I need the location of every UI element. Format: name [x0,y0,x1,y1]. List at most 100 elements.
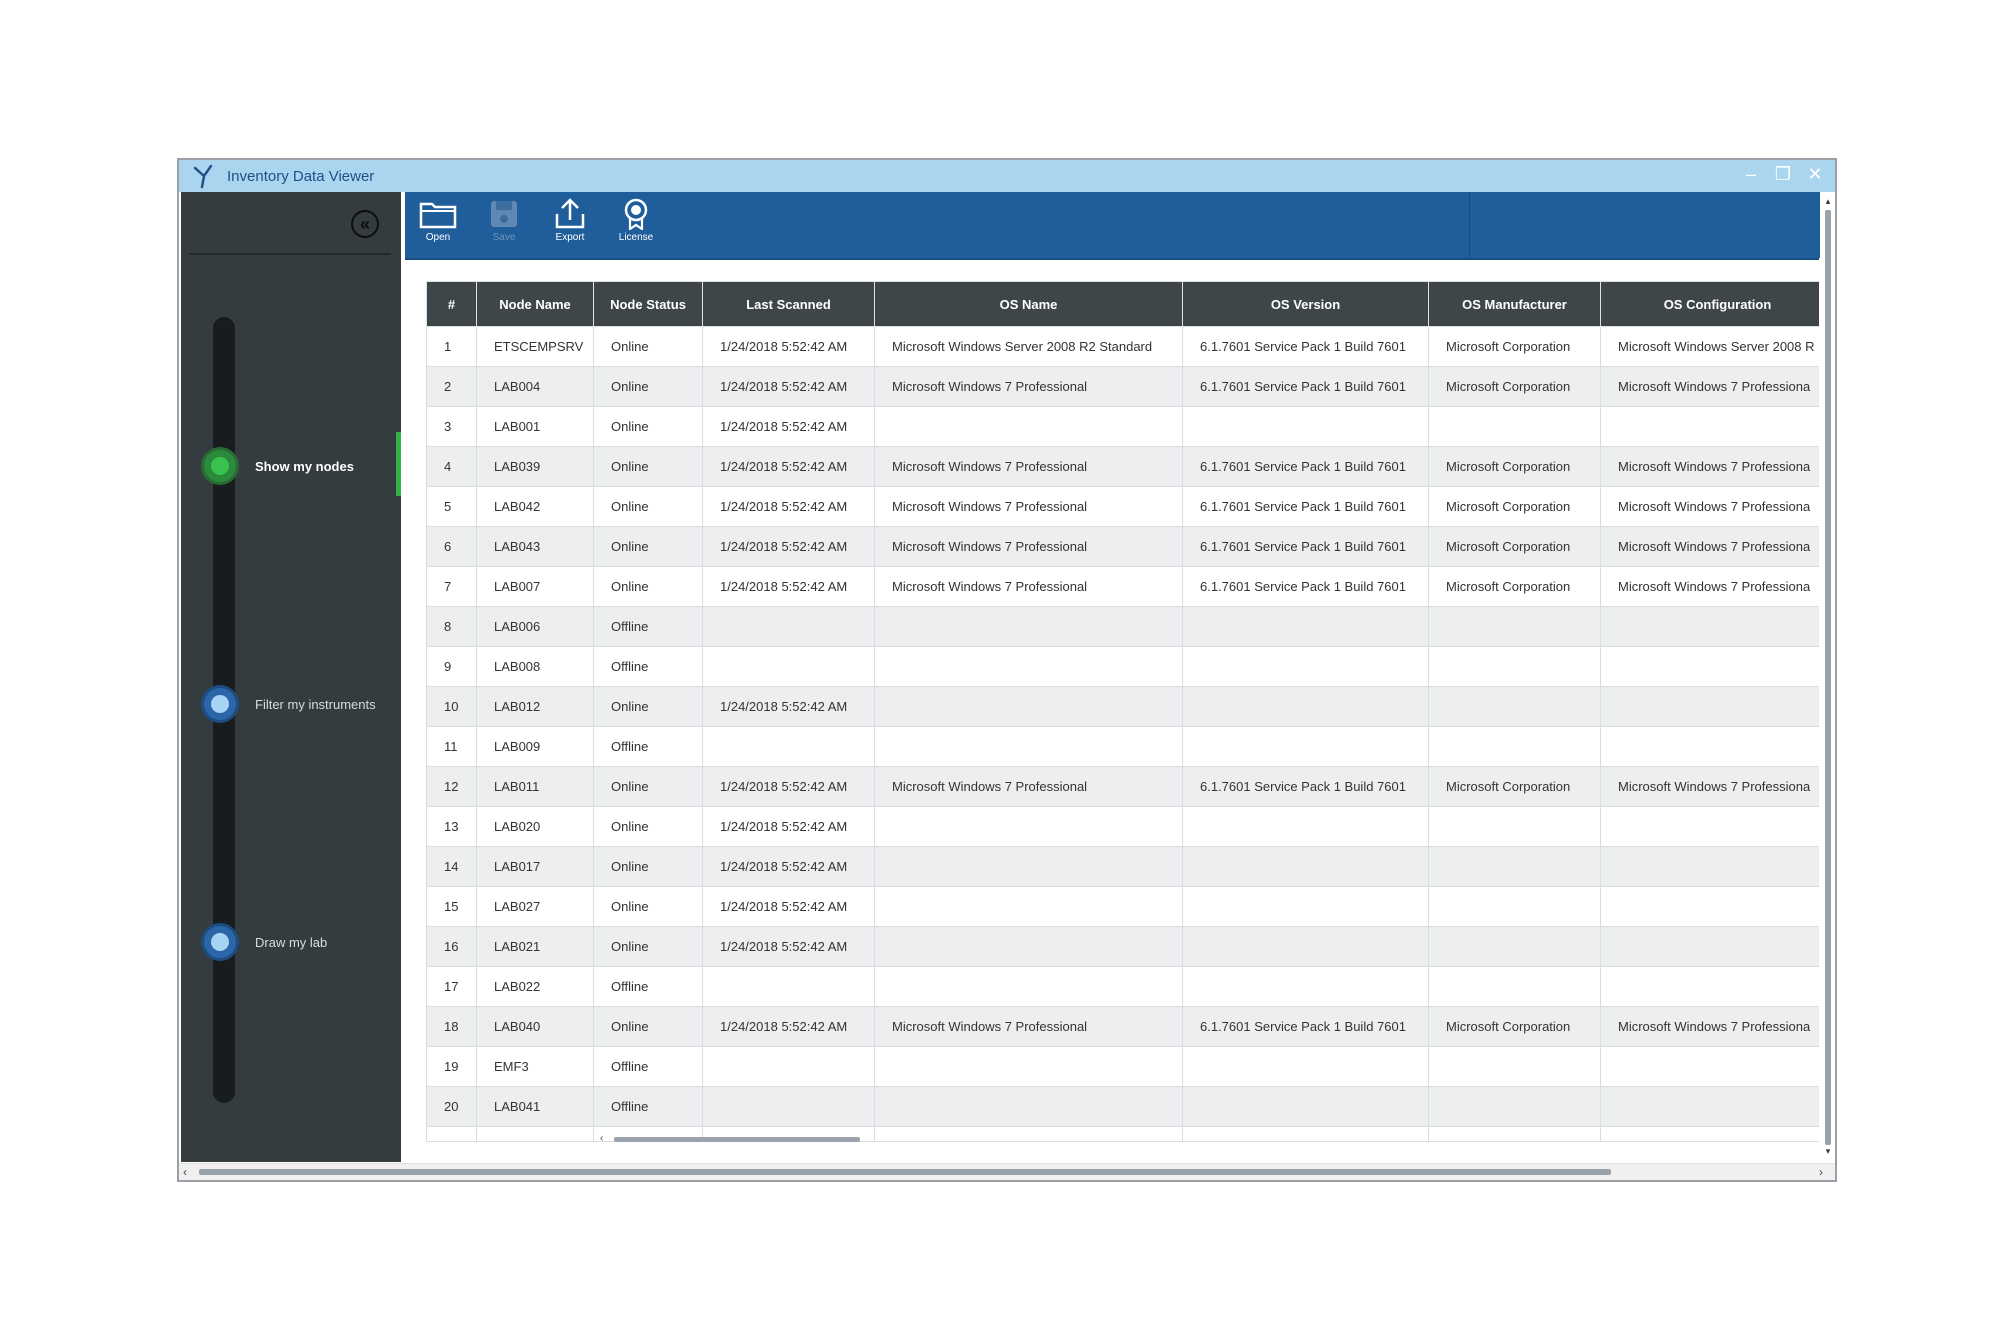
cell-last-scanned [702,606,875,647]
cell-os-version [1182,1046,1429,1087]
cell-os-version: 6.1.7601 Service Pack 1 Build 7601 [1182,326,1429,367]
table-row[interactable]: 10 LAB012 Online 1/24/2018 5:52:42 AM [426,686,1819,727]
cell-node-status: Online [593,486,703,527]
window-horizontal-scroll-thumb[interactable] [199,1169,1611,1175]
title-bar[interactable]: Inventory Data Viewer – ❐ ✕ [179,160,1835,192]
cell-number: 3 [426,406,477,447]
step-filter-my-instruments[interactable]: Filter my instruments [201,682,391,726]
table-row[interactable]: 4 LAB039 Online 1/24/2018 5:52:42 AM Microso… [426,446,1819,487]
cell-node-name: LAB008 [476,646,594,687]
partial-cell [874,1126,1183,1142]
cell-os-manufacturer: Microsoft Corporation [1428,486,1601,527]
window-horizontal-scrollbar[interactable]: ‹ › [179,1163,1835,1180]
table-row[interactable]: 13 LAB020 Online 1/24/2018 5:52:42 AM [426,806,1819,847]
cell-os-manufacturer [1428,966,1601,1007]
cell-os-version [1182,926,1429,967]
table-row[interactable]: 12 LAB011 Online 1/24/2018 5:52:42 AM Micros… [426,766,1819,807]
cell-number: 19 [426,1046,477,1087]
table-row[interactable]: 17 LAB022 Offline [426,966,1819,1007]
column-header-os-name[interactable]: OS Name [874,281,1183,327]
table-row[interactable]: 16 LAB021 Online 1/24/2018 5:52:42 AM [426,926,1819,967]
cell-last-scanned [702,1046,875,1087]
collapse-sidebar-button[interactable]: « [351,210,379,238]
table-row[interactable]: 11 LAB009 Offline [426,726,1819,767]
cell-node-name: LAB043 [476,526,594,567]
cell-number: 14 [426,846,477,887]
table-row[interactable]: 19 EMF3 Offline [426,1046,1819,1087]
cell-os-manufacturer: Microsoft Corporation [1428,446,1601,487]
table-row[interactable]: 6 LAB043 Online 1/24/2018 5:52:42 AM Microso… [426,526,1819,567]
cell-last-scanned [702,726,875,767]
cell-os-version [1182,846,1429,887]
cell-node-name: LAB022 [476,966,594,1007]
partial-cell [1600,1126,1819,1142]
column-header-last-scanned[interactable]: Last Scanned [702,281,875,327]
cell-os-configuration [1600,1046,1819,1087]
table-row[interactable]: 8 LAB006 Offline [426,606,1819,647]
cell-os-configuration [1600,606,1819,647]
grid-horizontal-scrollbar[interactable]: ‹ [600,1133,868,1144]
cell-node-status: Online [593,526,703,567]
step-draw-my-lab[interactable]: Draw my lab [201,920,391,964]
column-header-node-status[interactable]: Node Status [593,281,703,327]
column-header-node-name[interactable]: Node Name [476,281,594,327]
table-row[interactable]: 9 LAB008 Offline [426,646,1819,687]
grid-horizontal-scroll-thumb[interactable] [614,1137,860,1142]
cell-number: 18 [426,1006,477,1047]
scroll-up-icon[interactable]: ▴ [1825,196,1831,206]
vertical-scroll-thumb[interactable] [1825,210,1831,1145]
table-row[interactable]: 2 LAB004 Online 1/24/2018 5:52:42 AM Microso… [426,366,1819,407]
vertical-scrollbar[interactable]: ▴ ▾ [1823,196,1833,1158]
minimize-button[interactable]: – [1745,164,1756,184]
scroll-right-icon[interactable]: › [1819,1165,1823,1179]
cell-os-version: 6.1.7601 Service Pack 1 Build 7601 [1182,526,1429,567]
cell-os-configuration: Microsoft Windows 7 Professiona [1600,486,1819,527]
column-header-os-version[interactable]: OS Version [1182,281,1429,327]
scroll-down-icon[interactable]: ▾ [1825,1146,1831,1156]
cell-os-version [1182,726,1429,767]
column-header-os-manufacturer[interactable]: OS Manufacturer [1428,281,1601,327]
cell-node-name: LAB004 [476,366,594,407]
table-row[interactable]: 20 LAB041 Offline [426,1086,1819,1127]
step-active-dot-icon [201,447,239,485]
license-button[interactable]: License [603,192,669,258]
cell-os-manufacturer: Microsoft Corporation [1428,1006,1601,1047]
partial-cell [1428,1126,1601,1142]
cell-node-status: Online [593,1006,703,1047]
cell-node-status: Online [593,806,703,847]
table-row[interactable]: 5 LAB042 Online 1/24/2018 5:52:42 AM Microso… [426,486,1819,527]
cell-os-manufacturer [1428,646,1601,687]
table-row[interactable]: 18 LAB040 Online 1/24/2018 5:52:42 AM Micros… [426,1006,1819,1047]
cell-last-scanned [702,646,875,687]
column-header-number[interactable]: # [426,281,477,327]
scroll-left-icon[interactable]: ‹ [183,1165,187,1179]
cell-os-configuration: Microsoft Windows 7 Professiona [1600,566,1819,607]
export-button[interactable]: Export [537,192,603,258]
table-body: 1 ETSCEMPSRV Online 1/24/2018 5:52:42 AM Mic… [426,326,1819,1142]
cell-last-scanned [702,966,875,1007]
cell-os-name [874,846,1183,887]
table-header-row: # Node Name Node Status Last Scanned OS … [426,281,1819,327]
table-row[interactable]: 14 LAB017 Online 1/24/2018 5:52:42 AM [426,846,1819,887]
save-button[interactable]: Save [471,192,537,258]
step-show-my-nodes[interactable]: Show my nodes [201,444,391,488]
table-row[interactable]: 1 ETSCEMPSRV Online 1/24/2018 5:52:42 AM Mic… [426,326,1819,367]
column-header-os-configuration[interactable]: OS Configuration [1600,281,1819,327]
table-row[interactable]: 15 LAB027 Online 1/24/2018 5:52:42 AM [426,886,1819,927]
cell-node-status: Online [593,446,703,487]
restore-button[interactable]: ❐ [1774,164,1792,184]
cell-os-manufacturer [1428,606,1601,647]
close-button[interactable]: ✕ [1807,164,1823,184]
open-button[interactable]: Open [405,192,471,258]
cell-os-manufacturer [1428,1046,1601,1087]
cell-node-name: ETSCEMPSRV [476,326,594,367]
cell-os-manufacturer [1428,686,1601,727]
cell-os-name [874,1086,1183,1127]
cell-last-scanned: 1/24/2018 5:52:42 AM [702,326,875,367]
table-row[interactable]: 3 LAB001 Online 1/24/2018 5:52:42 AM [426,406,1819,447]
step-label: Filter my instruments [255,696,376,712]
table-row[interactable]: 7 LAB007 Online 1/24/2018 5:52:42 AM Microso… [426,566,1819,607]
grid-scroll-left-icon[interactable]: ‹ [600,1133,604,1144]
cell-os-manufacturer [1428,726,1601,767]
license-label: License [618,232,654,243]
